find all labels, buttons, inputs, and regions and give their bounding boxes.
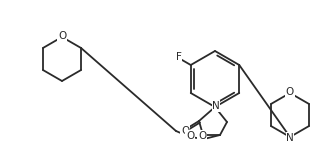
Text: O: O — [186, 131, 194, 141]
Text: O: O — [198, 131, 206, 141]
Text: O: O — [181, 126, 189, 136]
Text: N: N — [286, 133, 294, 143]
Text: O: O — [58, 31, 66, 41]
Text: F: F — [176, 52, 181, 62]
Text: O: O — [286, 87, 294, 97]
Text: N: N — [212, 101, 220, 111]
